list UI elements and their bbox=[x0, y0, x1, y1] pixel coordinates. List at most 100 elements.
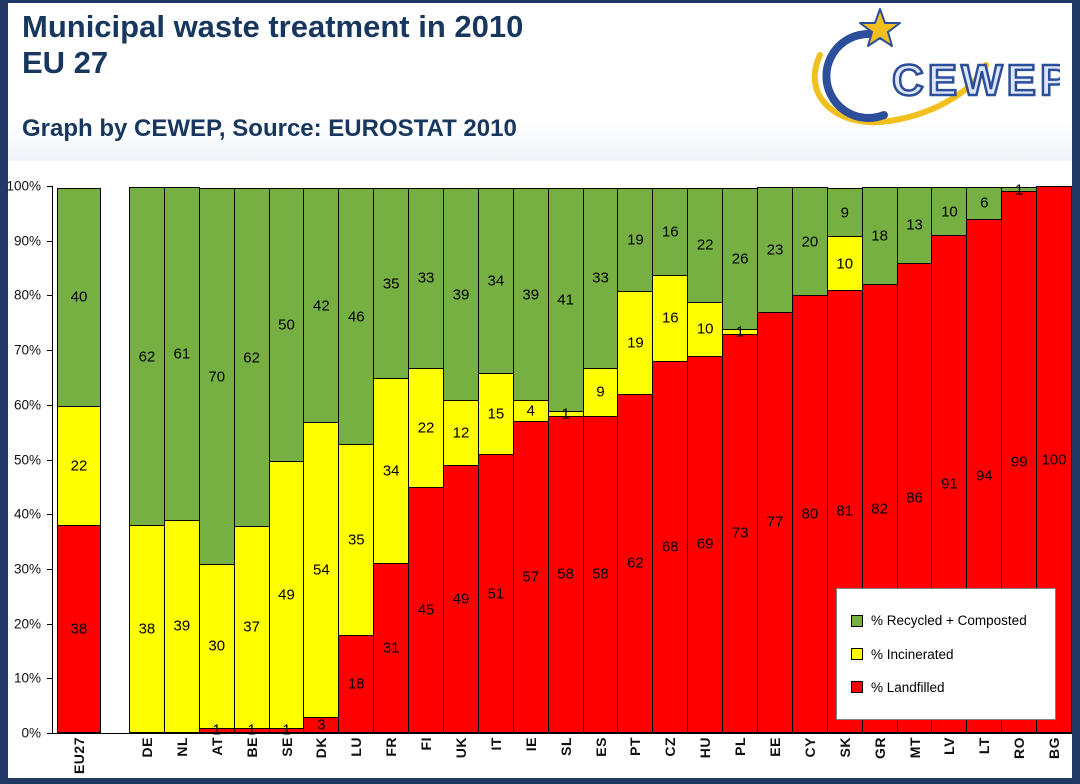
bar-value-label: 34 bbox=[382, 462, 400, 480]
page-title: Municipal waste treatment in 2010 EU 27 bbox=[22, 9, 523, 80]
x-axis-label: PL bbox=[732, 737, 749, 756]
bar-value-label: 4 bbox=[526, 402, 535, 420]
bar-value-label: 39 bbox=[522, 286, 540, 304]
bar-value-label: 100 bbox=[1041, 451, 1067, 468]
bar-value-label: 91 bbox=[941, 475, 958, 493]
bar-column-FR: 35 34 31 FR bbox=[373, 186, 410, 778]
bar-segment-recycled: 39 bbox=[443, 188, 479, 402]
x-axis-label: NL bbox=[173, 737, 190, 757]
x-axis-label: LU bbox=[348, 737, 365, 757]
y-axis-tick bbox=[47, 404, 52, 406]
bar-value-label: 99 bbox=[1010, 453, 1028, 471]
x-axis-label-cell: FI bbox=[408, 733, 444, 778]
logo-swoosh-yellow bbox=[811, 52, 989, 126]
bar-column-PT: 19 19 62 PT bbox=[617, 186, 654, 778]
bar-value-label: 35 bbox=[347, 531, 365, 549]
legend-swatch-icon bbox=[851, 648, 863, 660]
x-axis-label-cell: SL bbox=[548, 733, 584, 778]
x-axis-label-cell: FR bbox=[373, 733, 409, 778]
x-axis-label-cell: RO bbox=[1001, 733, 1037, 778]
y-axis-tick bbox=[47, 514, 52, 516]
bar-segment-recycled: 33 bbox=[408, 188, 445, 369]
y-axis-label: 40% bbox=[13, 506, 41, 522]
bar-value-label: 10 bbox=[696, 320, 714, 338]
x-axis-label: SE bbox=[278, 737, 295, 757]
bar-value-label: 80 bbox=[801, 505, 819, 523]
bars-container: 40 22 38 EU27 62 38 DE 61 39 NL 70 30 1 AT 62 37 1 BE 50 49… bbox=[52, 182, 1073, 778]
bar-column-CY: 20 80 CY bbox=[791, 186, 828, 778]
x-axis-label: MT bbox=[906, 737, 923, 759]
bar-value-label: 81 bbox=[836, 502, 854, 520]
x-axis-label: EE bbox=[766, 737, 783, 757]
bar-value-label: 73 bbox=[731, 524, 749, 542]
x-axis-label: LV bbox=[941, 737, 958, 755]
bar-value-label: 62 bbox=[243, 349, 260, 367]
bar-segment-incinerated: 19 bbox=[617, 290, 654, 395]
bar-segment-recycled: 23 bbox=[757, 187, 793, 313]
bar-column-UK: 39 12 49 UK bbox=[443, 186, 479, 778]
x-axis-label-cell: BG bbox=[1036, 733, 1072, 778]
stacked-bar: 35 34 31 bbox=[373, 186, 410, 733]
bar-segment-recycled: 20 bbox=[791, 187, 828, 297]
bar-segment-incinerated: 30 bbox=[198, 564, 235, 729]
stacked-bar: 20 80 bbox=[791, 186, 828, 733]
bar-column-HU: 22 10 69 HU bbox=[687, 186, 724, 778]
x-axis-label-cell: UK bbox=[443, 733, 479, 778]
bar-value-label: 62 bbox=[627, 554, 644, 572]
bar-segment-landfilled: 58 bbox=[582, 415, 619, 733]
bar-value-label: 18 bbox=[871, 227, 888, 245]
bar-segment-landfilled: 69 bbox=[687, 355, 724, 733]
bar-segment-recycled: 18 bbox=[861, 187, 898, 286]
bar-value-label: 58 bbox=[592, 565, 609, 583]
bar-column-NL: 61 39 NL bbox=[163, 186, 200, 778]
bar-column-FI: 33 22 45 FI bbox=[408, 186, 445, 778]
bar-segment-recycled: 62 bbox=[233, 188, 270, 528]
y-axis-tick bbox=[47, 240, 52, 242]
bar-value-label: 20 bbox=[801, 233, 819, 251]
bar-segment-recycled: 35 bbox=[373, 188, 410, 380]
bar-segment-landfilled: 80 bbox=[791, 295, 828, 733]
bar-segment-incinerated: 34 bbox=[373, 378, 410, 565]
bar-segment-incinerated: 54 bbox=[303, 422, 340, 718]
bar-segment-recycled: 39 bbox=[512, 188, 549, 402]
stacked-bar: 62 38 bbox=[129, 186, 165, 733]
legend: % Recycled + Composted % Incinerated % Lan… bbox=[836, 588, 1056, 720]
bar-segment-recycled: 50 bbox=[268, 188, 305, 462]
y-axis-tick bbox=[47, 678, 52, 680]
bar-segment-landfilled: 31 bbox=[373, 563, 410, 733]
chart: 0% 10% 20% 30% 40% 50% 60% 70% 80% 90% 100% 40 22 38… bbox=[6, 161, 1073, 778]
bar-segment-incinerated: 10 bbox=[687, 301, 724, 357]
x-axis-label: CY bbox=[801, 737, 818, 758]
stacked-bar: 34 15 51 bbox=[477, 186, 514, 733]
y-axis-label: 20% bbox=[13, 616, 41, 632]
x-axis-label-cell: GR bbox=[862, 733, 898, 778]
x-axis-label-cell: LT bbox=[966, 733, 1002, 778]
x-axis-label-cell: PL bbox=[722, 733, 758, 778]
bar-value-label: 34 bbox=[487, 272, 505, 290]
bar-value-label: 39 bbox=[452, 286, 470, 304]
bar-value-label: 13 bbox=[906, 216, 923, 234]
bar-segment-landfilled: 38 bbox=[57, 525, 101, 733]
bar-segment-recycled: 9 bbox=[826, 188, 863, 238]
x-axis-label: HU bbox=[697, 737, 714, 759]
bar-value-label: 19 bbox=[627, 334, 644, 352]
logo-crescent bbox=[822, 30, 888, 122]
stacked-bar: 22 10 69 bbox=[687, 186, 724, 733]
stacked-bar: 39 4 57 bbox=[512, 186, 549, 733]
bar-value-label: 38 bbox=[70, 620, 88, 638]
bar-value-label: 37 bbox=[243, 618, 260, 636]
bar-value-label: 57 bbox=[522, 568, 540, 586]
bar-segment-incinerated: 35 bbox=[338, 444, 375, 636]
bar-value-label: 22 bbox=[70, 457, 88, 475]
bar-value-label: 41 bbox=[557, 291, 574, 309]
slide-content: Municipal waste treatment in 2010 EU 27 … bbox=[6, 3, 1073, 778]
bar-value-label: 12 bbox=[452, 424, 470, 442]
x-axis-label: BE bbox=[243, 737, 260, 758]
bar-segment-recycled: 6 bbox=[966, 187, 1003, 220]
bar-value-label: 40 bbox=[70, 288, 88, 306]
y-axis-label: 50% bbox=[13, 452, 41, 467]
bar-segment-incinerated: 12 bbox=[443, 400, 479, 466]
bar-column-EE: 23 77 EE bbox=[757, 186, 793, 778]
legend-item: % Incinerated bbox=[851, 647, 1041, 662]
axis-gap bbox=[101, 186, 129, 778]
